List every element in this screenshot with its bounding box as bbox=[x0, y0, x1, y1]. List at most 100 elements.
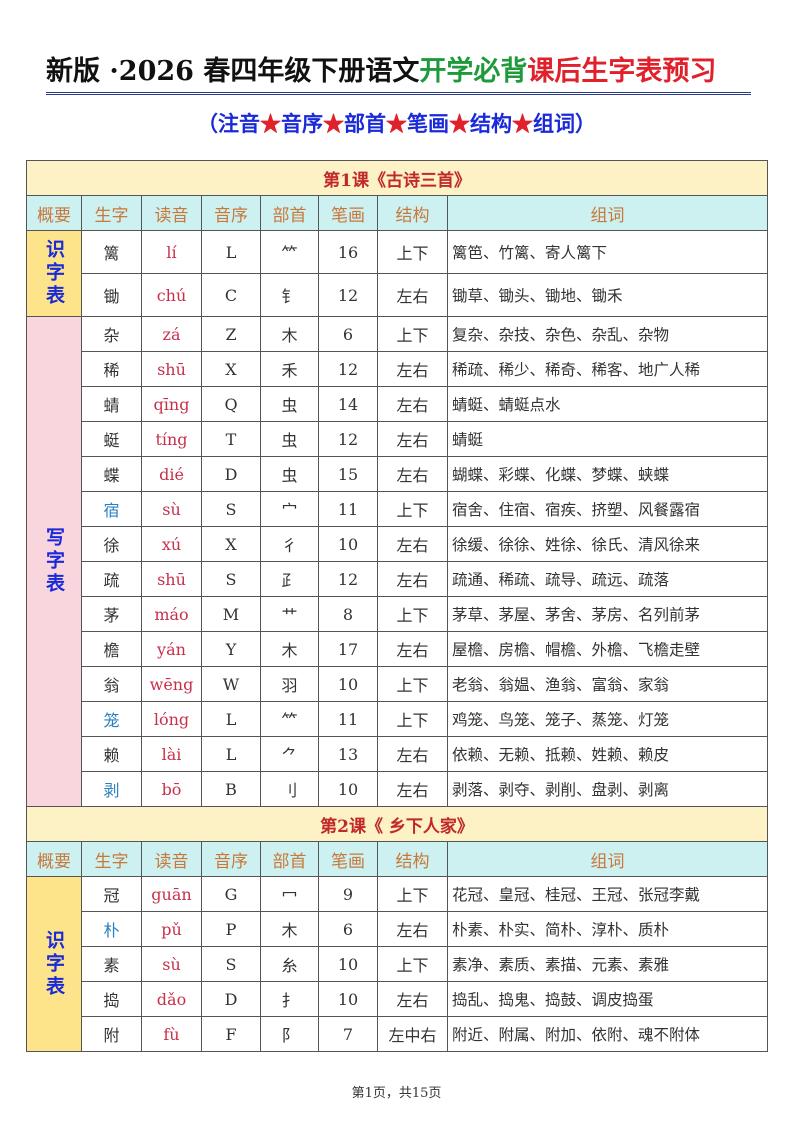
subtitle-item: 注音 bbox=[218, 111, 260, 136]
table-row: 茅 máo M 艹 8 上下 茅草、茅屋、茅舍、茅房、名列前茅 bbox=[27, 596, 769, 632]
letter-order-cell: D bbox=[201, 981, 261, 1017]
pinyin-cell: zá bbox=[141, 316, 202, 352]
letter-order-cell: D bbox=[201, 456, 261, 492]
column-header: 笔画 bbox=[318, 841, 378, 877]
strokes-cell: 7 bbox=[318, 1016, 378, 1052]
subtitle: （注音★音序★部首★笔画★结构★组词） bbox=[0, 108, 793, 138]
radical-cell: 艹 bbox=[260, 596, 319, 632]
strokes-cell: 11 bbox=[318, 701, 378, 737]
strokes-cell: 17 bbox=[318, 631, 378, 667]
pinyin-cell: shū bbox=[141, 351, 202, 387]
pinyin-cell: sù bbox=[141, 946, 202, 982]
letter-order-cell: S bbox=[201, 946, 261, 982]
strokes-cell: 13 bbox=[318, 736, 378, 772]
character-cell: 翁 bbox=[81, 666, 142, 702]
pinyin-cell: máo bbox=[141, 596, 202, 632]
character-cell: 剥 bbox=[81, 771, 142, 807]
subtitle-item: 音序 bbox=[281, 111, 323, 136]
words-cell: 蜻蜓 bbox=[446, 421, 769, 457]
table-row: 檐 yán Y 木 17 左右 屋檐、房檐、帽檐、外檐、飞檐走壁 bbox=[27, 631, 769, 667]
page-footer: 第1页，共15页 bbox=[351, 1086, 442, 1101]
radical-cell: 虫 bbox=[260, 421, 319, 457]
character-cell: 茅 bbox=[81, 596, 142, 632]
pinyin-cell: wēng bbox=[141, 666, 202, 702]
structure-cell: 左中右 bbox=[377, 1016, 448, 1052]
star-icon: ★ bbox=[512, 111, 533, 136]
pinyin-cell: lóng bbox=[141, 701, 202, 737]
lesson-title: 第2课《 乡下人家》 bbox=[25, 806, 769, 842]
lesson-title: 第1课《古诗三首》 bbox=[25, 160, 769, 196]
subtitle-item: 笔画 bbox=[407, 111, 449, 136]
table-row: 宿 sù S 宀 11 上下 宿舍、住宿、宿疾、挤塑、风餐露宿 bbox=[27, 491, 769, 527]
subtitle-close: ） bbox=[575, 111, 596, 136]
structure-cell: 上下 bbox=[377, 666, 448, 702]
pinyin-cell: dié bbox=[141, 456, 202, 492]
words-cell: 花冠、皇冠、桂冠、王冠、张冠李戴 bbox=[446, 876, 769, 912]
table-row: 附 fù F 阝 7 左中右 附近、附属、附加、依附、魂不附体 bbox=[27, 1016, 769, 1052]
pinyin-cell: bō bbox=[141, 771, 202, 807]
document-title: 新版 ·2026 春四年级下册语文开学必背课后生字表预习 bbox=[46, 52, 751, 95]
table-row: 朴 pǔ P 木 6 左右 朴素、朴实、简朴、淳朴、质朴 bbox=[27, 911, 769, 947]
pinyin-cell: lài bbox=[141, 736, 202, 772]
pinyin-cell: lí bbox=[141, 230, 202, 274]
column-header: 笔画 bbox=[318, 195, 378, 231]
radical-cell: 糸 bbox=[260, 946, 319, 982]
table-row: 蜻 qīng Q 虫 14 左右 蜻蜓、蜻蜓点水 bbox=[27, 386, 769, 422]
character-cell: 疏 bbox=[81, 561, 142, 597]
words-cell: 徐缓、徐徐、姓徐、徐氏、清风徐来 bbox=[446, 526, 769, 562]
table-row: 素 sù S 糸 10 上下 素净、素质、素描、元素、素雅 bbox=[27, 946, 769, 982]
section-label: 识字表 bbox=[26, 876, 82, 1052]
letter-order-cell: L bbox=[201, 230, 261, 274]
subtitle-open: （ bbox=[197, 111, 218, 136]
radical-cell: 钅 bbox=[260, 273, 319, 317]
column-header: 音序 bbox=[201, 841, 261, 877]
vocabulary-table: 第1课《古诗三首》 概要 生字 读音 音序 部首 笔画 结构 组词 识字表篱 lí L ⺮ 16 上下 篱笆、… bbox=[25, 160, 769, 1052]
words-cell: 鸡笼、鸟笼、笼子、蒸笼、灯笼 bbox=[446, 701, 769, 737]
strokes-cell: 10 bbox=[318, 981, 378, 1017]
star-icon: ★ bbox=[323, 111, 344, 136]
letter-order-cell: S bbox=[201, 491, 261, 527]
radical-cell: 木 bbox=[260, 631, 319, 667]
character-cell: 蜻 bbox=[81, 386, 142, 422]
strokes-cell: 12 bbox=[318, 351, 378, 387]
table-row: 识字表冠 guān G 冖 9 上下 花冠、皇冠、桂冠、王冠、张冠李戴 bbox=[26, 876, 769, 1052]
structure-cell: 上下 bbox=[377, 596, 448, 632]
table-row: 徐 xú X 彳 10 左右 徐缓、徐徐、姓徐、徐氏、清风徐来 bbox=[27, 526, 769, 562]
strokes-cell: 10 bbox=[318, 666, 378, 702]
pinyin-cell: xú bbox=[141, 526, 202, 562]
strokes-cell: 12 bbox=[318, 561, 378, 597]
pinyin-cell: chú bbox=[141, 273, 202, 317]
character-cell: 檐 bbox=[81, 631, 142, 667]
column-header: 组词 bbox=[446, 195, 769, 231]
table-row: 疏 shū S ⺪ 12 左右 疏通、稀疏、疏导、疏远、疏落 bbox=[27, 561, 769, 597]
table-row: 赖 lài L ⺈ 13 左右 依赖、无赖、抵赖、姓赖、赖皮 bbox=[27, 736, 769, 772]
strokes-cell: 11 bbox=[318, 491, 378, 527]
letter-order-cell: W bbox=[201, 666, 261, 702]
words-cell: 锄草、锄头、锄地、锄禾 bbox=[446, 273, 769, 317]
star-icon: ★ bbox=[449, 111, 470, 136]
title-part-3: 课后生字表预习 bbox=[527, 56, 717, 87]
table-row: 稀 shū X 禾 12 左右 稀疏、稀少、稀奇、稀客、地广人稀 bbox=[27, 351, 769, 387]
radical-cell: 刂 bbox=[260, 771, 319, 807]
structure-cell: 上下 bbox=[377, 876, 448, 912]
pinyin-cell: qīng bbox=[141, 386, 202, 422]
strokes-cell: 12 bbox=[318, 273, 378, 317]
words-cell: 老翁、翁媪、渔翁、富翁、家翁 bbox=[446, 666, 769, 702]
strokes-cell: 16 bbox=[318, 230, 378, 274]
structure-cell: 左右 bbox=[377, 911, 448, 947]
radical-cell: 扌 bbox=[260, 981, 319, 1017]
structure-cell: 左右 bbox=[377, 736, 448, 772]
words-cell: 素净、素质、素描、元素、素雅 bbox=[446, 946, 769, 982]
radical-cell: 木 bbox=[260, 316, 319, 352]
letter-order-cell: P bbox=[201, 911, 261, 947]
column-header: 组词 bbox=[446, 841, 769, 877]
letter-order-cell: T bbox=[201, 421, 261, 457]
character-cell: 冠 bbox=[81, 876, 142, 912]
lesson-title-row: 第1课《古诗三首》 bbox=[25, 160, 769, 196]
column-header: 结构 bbox=[377, 841, 448, 877]
words-cell: 捣乱、捣鬼、捣鼓、调皮捣蛋 bbox=[446, 981, 769, 1017]
strokes-cell: 10 bbox=[318, 526, 378, 562]
words-cell: 蜻蜓、蜻蜓点水 bbox=[446, 386, 769, 422]
radical-cell: ⺪ bbox=[260, 561, 319, 597]
column-header: 结构 bbox=[377, 195, 448, 231]
